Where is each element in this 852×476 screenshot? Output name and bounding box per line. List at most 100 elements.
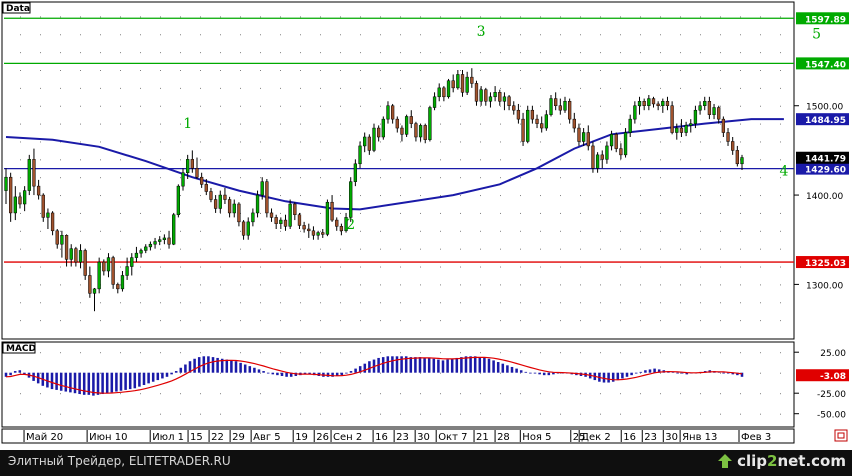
- candle-body: [651, 98, 656, 105]
- grid-dot: [660, 52, 661, 54]
- macd-bar: [257, 369, 261, 373]
- grid-dot: [420, 159, 421, 161]
- candle-body: [46, 212, 50, 218]
- grid-dot: [720, 195, 721, 197]
- candle-body: [153, 241, 157, 245]
- macd-bar: [280, 372, 284, 376]
- grid-dot: [720, 52, 721, 54]
- grid-dot: [340, 413, 341, 415]
- macd-bar: [529, 372, 532, 374]
- wave-labels: 1 2 3 4 5: [183, 24, 821, 233]
- grid-dot: [220, 141, 221, 143]
- grid-dot: [400, 105, 401, 107]
- macd-bar: [473, 356, 477, 373]
- grid-dot: [60, 413, 61, 415]
- grid-dot: [300, 177, 301, 179]
- grid-dot: [720, 413, 721, 415]
- grid-dot: [560, 284, 561, 286]
- candle-body: [484, 89, 488, 102]
- grid-dot: [740, 16, 741, 18]
- grid-dot: [760, 284, 761, 286]
- grid-dot: [480, 123, 481, 125]
- grid-dot: [640, 177, 641, 179]
- macd-bar: [680, 372, 684, 374]
- grid-dot: [200, 372, 201, 374]
- grid-dot: [200, 34, 201, 36]
- grid-dot: [540, 266, 541, 268]
- candle-body: [679, 127, 684, 133]
- grid-dot: [240, 141, 241, 143]
- candle-body: [707, 101, 712, 115]
- grid-dot: [460, 70, 461, 71]
- grid-dot: [240, 248, 241, 250]
- grid-dot: [320, 16, 321, 18]
- grid-dot: [340, 230, 341, 232]
- x-tick-label: Окт 7: [438, 432, 467, 443]
- grid-dot: [580, 52, 581, 54]
- grid-dot: [40, 159, 41, 161]
- grid-dot: [240, 393, 241, 395]
- grid-dot: [120, 195, 121, 197]
- grid-dot: [240, 123, 241, 125]
- candle-body: [465, 76, 469, 93]
- grid-dot: [180, 70, 181, 71]
- price-label-box: [796, 151, 849, 164]
- grid-dot: [220, 52, 221, 54]
- grid-dot: [100, 52, 101, 54]
- grid-dot: [760, 123, 761, 125]
- grid-dot: [220, 159, 221, 161]
- grid-dot: [80, 16, 81, 18]
- grid-dot: [120, 177, 121, 179]
- grid-dot: [100, 70, 101, 71]
- grid-dot: [720, 159, 721, 161]
- grid-dot: [40, 230, 41, 232]
- grid-dot: [620, 141, 621, 143]
- candle-body: [102, 261, 106, 272]
- macd-bar: [722, 372, 725, 374]
- grid-dot: [600, 16, 601, 18]
- grid-dot: [760, 302, 761, 304]
- grid-dot: [400, 141, 401, 143]
- scroll-end-button[interactable]: [834, 429, 848, 442]
- grid-dot: [120, 320, 121, 322]
- grid-dot: [80, 413, 81, 415]
- grid-dot: [120, 393, 121, 395]
- grid-dot: [40, 87, 41, 89]
- candle-body: [442, 87, 446, 98]
- grid-dot: [700, 248, 701, 250]
- grid-dot: [440, 16, 441, 18]
- x-tick-label: 30: [417, 432, 430, 443]
- grid-dot: [620, 320, 621, 322]
- candle-body: [297, 214, 302, 226]
- grid-dot: [780, 372, 781, 374]
- grid-dot: [180, 284, 181, 286]
- macd-bar: [611, 372, 615, 382]
- grid-dot: [120, 52, 121, 54]
- grid-dot: [320, 284, 321, 286]
- macd-bar: [243, 364, 247, 373]
- grid-dot: [60, 320, 61, 322]
- grid-dot: [280, 52, 281, 54]
- grid-dot: [220, 16, 221, 18]
- candle-body: [554, 98, 558, 106]
- grid-dot: [240, 230, 241, 232]
- candle-body: [526, 109, 530, 142]
- grid-dot: [260, 302, 261, 304]
- grid-dot: [320, 372, 321, 374]
- macd-bar: [4, 372, 8, 377]
- grid-dot: [80, 352, 81, 354]
- grid-dot: [740, 141, 741, 143]
- candle-body: [148, 243, 153, 248]
- grid-dot: [340, 284, 341, 286]
- grid-dot: [660, 413, 661, 415]
- grid-dot: [520, 302, 521, 304]
- grid-dot: [640, 159, 641, 161]
- grid-dot: [460, 141, 461, 143]
- grid-dot: [320, 320, 321, 322]
- grid-dot: [540, 141, 541, 143]
- candle-body: [218, 194, 222, 209]
- grid-dot: [160, 123, 161, 125]
- macd-bar: [552, 372, 555, 375]
- grid-dot: [260, 413, 261, 415]
- grid-dot: [400, 123, 401, 125]
